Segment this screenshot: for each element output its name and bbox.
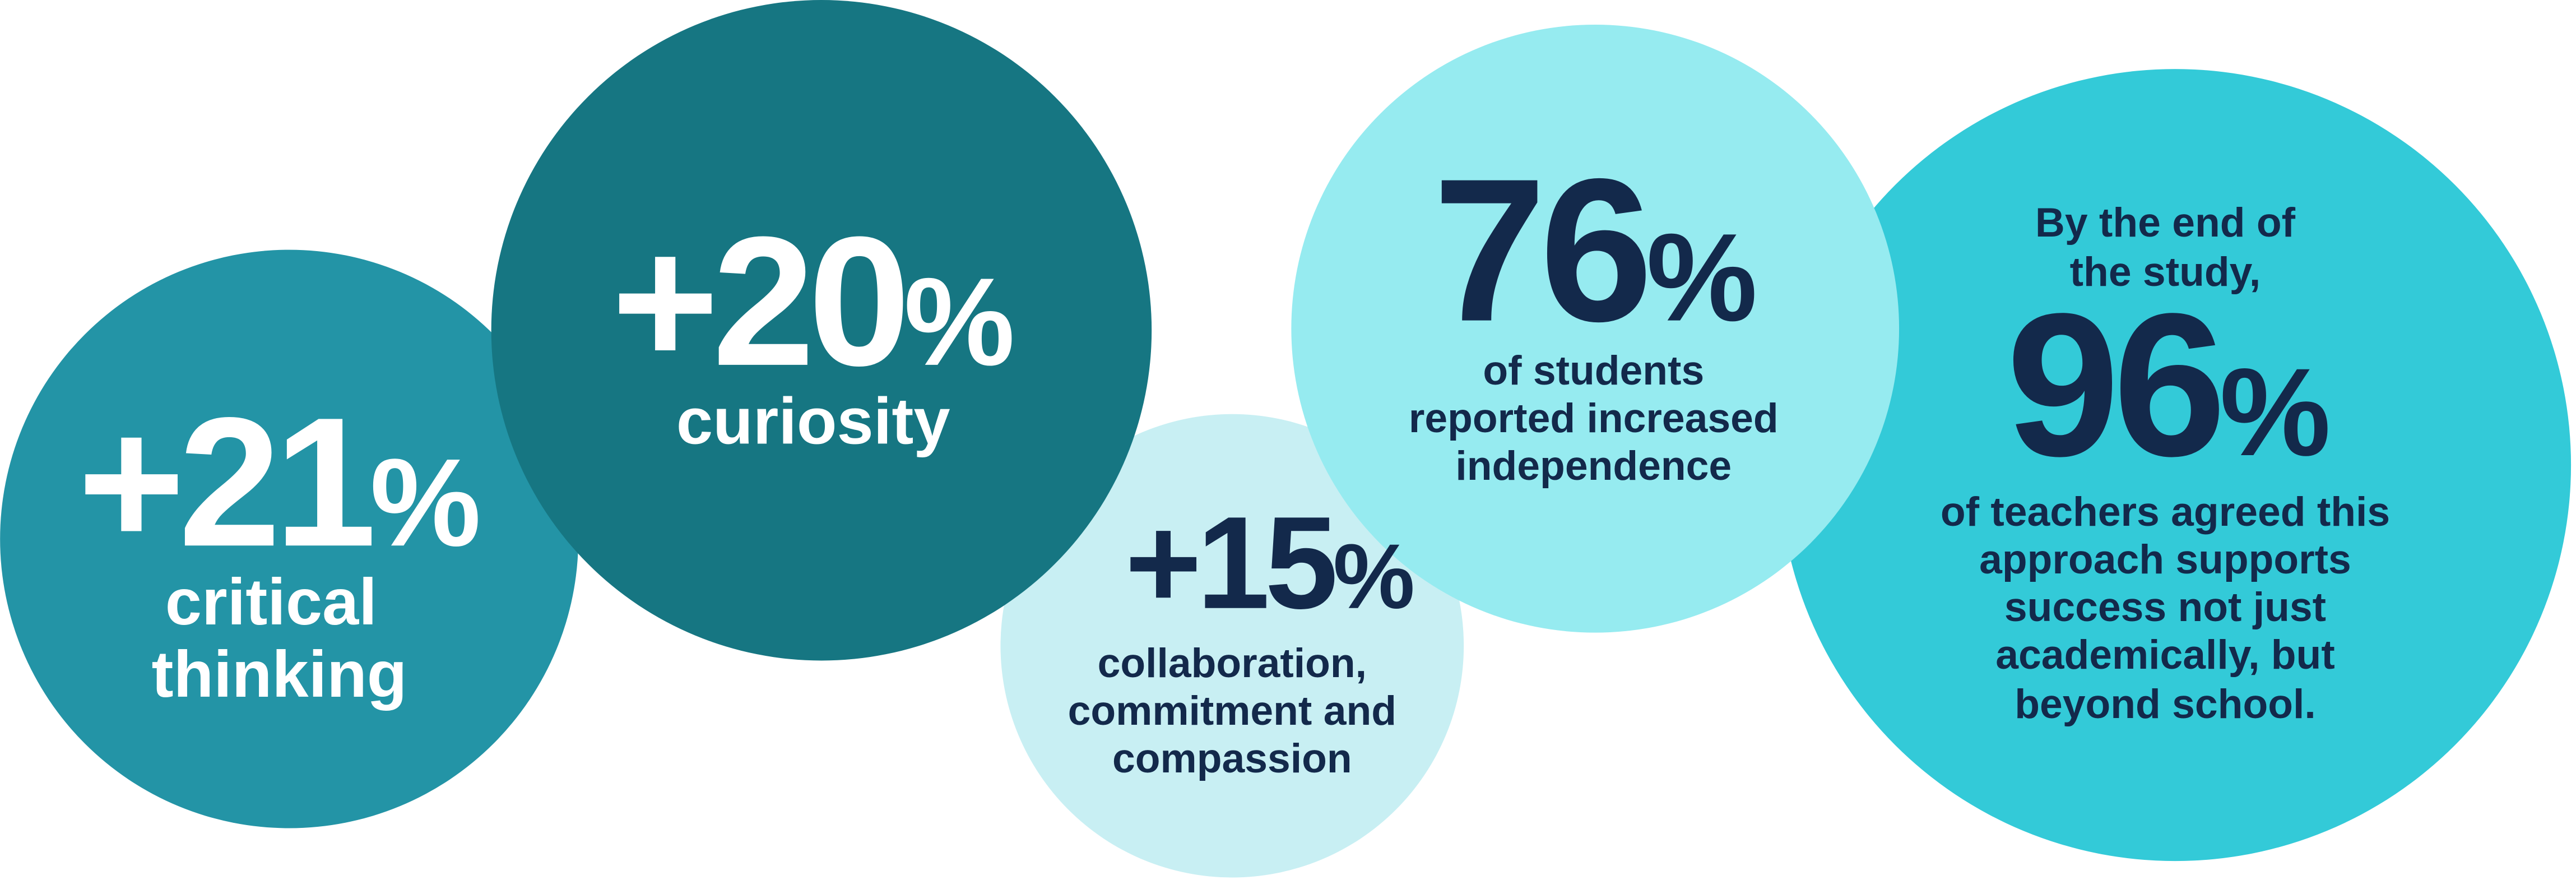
stat-label: approach supports xyxy=(1979,536,2351,582)
stat-circle xyxy=(491,0,1152,661)
stat-intro: By the end of xyxy=(2035,200,2296,246)
stat-value: 96% xyxy=(2006,271,2331,499)
stat-unit: % xyxy=(1646,208,1757,348)
stat-label: of students xyxy=(1483,348,1704,393)
stat-label: compassion xyxy=(1112,735,1352,781)
stat-value: 76% xyxy=(1433,137,1757,364)
stat-unit: % xyxy=(2220,342,2331,482)
stat-label: of teachers agreed this xyxy=(1941,489,2390,535)
stat-value: +20% xyxy=(611,198,1015,404)
stat-label: reported increased xyxy=(1409,395,1779,441)
stat-label: independence xyxy=(1455,443,1732,489)
stat-circle xyxy=(1291,24,1900,633)
stat-circle xyxy=(1000,414,1464,878)
stat-label: success not just xyxy=(2004,584,2326,630)
stat-value: +15% xyxy=(1125,489,1415,636)
stat-number: +15 xyxy=(1125,489,1335,636)
stat-number: +21 xyxy=(78,379,372,585)
stat-label: commitment and xyxy=(1068,688,1396,734)
stat-circle xyxy=(1779,69,2572,862)
stat-label: curiosity xyxy=(676,385,950,458)
stat-label: collaboration, xyxy=(1098,640,1367,686)
stat-number: 96 xyxy=(2006,271,2221,499)
stat-number: 76 xyxy=(1433,137,1648,364)
stat-unit: % xyxy=(370,433,481,572)
stat-value: +21% xyxy=(78,379,481,585)
stat-unit: % xyxy=(904,252,1015,392)
stat-intro: the study, xyxy=(2070,249,2261,295)
stat-circle xyxy=(0,249,579,828)
stat-number: +20 xyxy=(611,198,904,404)
stat-label: beyond school. xyxy=(2015,681,2315,727)
stat-unit: % xyxy=(1333,525,1415,628)
stat-label: critical xyxy=(165,565,377,638)
stat-label: academically, but xyxy=(1995,632,2335,678)
stat-label: thinking xyxy=(152,637,407,711)
